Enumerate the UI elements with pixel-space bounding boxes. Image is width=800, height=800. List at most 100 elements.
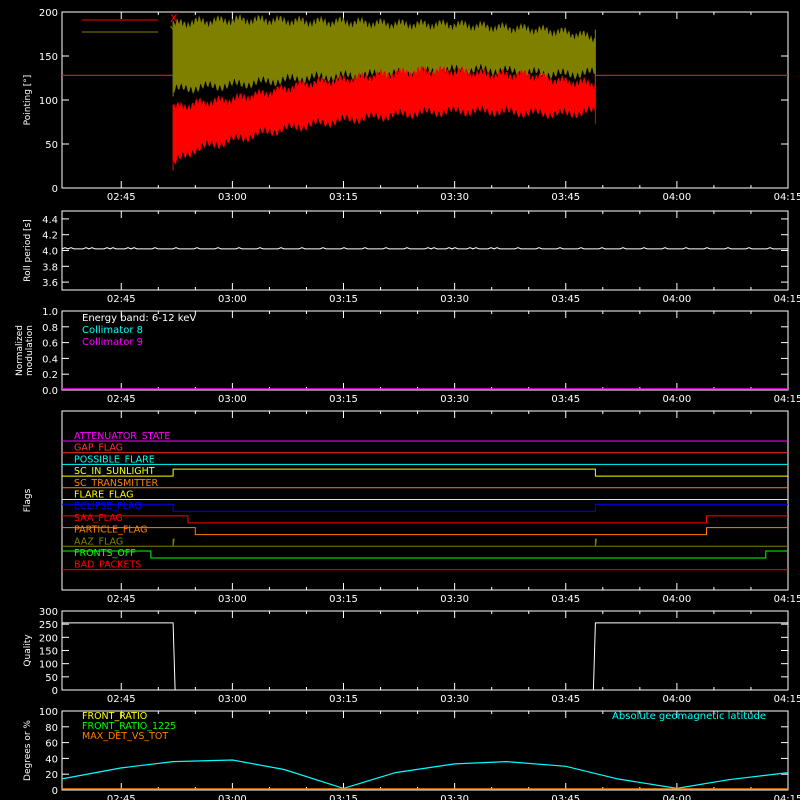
x-tick-label: 03:30 bbox=[440, 294, 469, 305]
y-tick-label: 0.4 bbox=[42, 354, 58, 365]
flag-line bbox=[62, 527, 788, 536]
y-tick-label: 80 bbox=[45, 723, 58, 734]
x-tick-label: 03:45 bbox=[551, 394, 580, 405]
x-tick-label: 03:45 bbox=[551, 794, 580, 800]
x-tick-label: 03:45 bbox=[551, 594, 580, 605]
x-tick-label: 02:45 bbox=[107, 192, 136, 203]
y-tick-label: 20 bbox=[45, 770, 58, 781]
y-tick-label: 0 bbox=[52, 786, 58, 797]
x-tick-label: 03:00 bbox=[218, 294, 247, 305]
x-tick-label: 02:45 bbox=[107, 794, 136, 800]
y-tick-label: 3.6 bbox=[42, 278, 58, 289]
x-tick-label: 03:15 bbox=[329, 694, 358, 705]
y-tick-label: 50 bbox=[45, 140, 58, 151]
quality-line bbox=[62, 622, 788, 691]
x-tick-label: 02:45 bbox=[107, 694, 136, 705]
x-tick-label: 02:45 bbox=[107, 394, 136, 405]
y-axis-label: Degrees or % bbox=[23, 720, 33, 781]
y-tick-label: 3.8 bbox=[42, 262, 58, 273]
panel-5-frame bbox=[61, 710, 789, 791]
y-tick-label: 0.8 bbox=[42, 323, 58, 334]
roll-period-line bbox=[61, 247, 788, 250]
x-tick-label: 04:15 bbox=[774, 192, 800, 203]
legend-ratio-label: MAX_DET_VS_TOT bbox=[82, 731, 168, 742]
x-tick-label: 03:00 bbox=[218, 594, 247, 605]
flag-label: POSSIBLE_FLARE bbox=[74, 454, 155, 465]
y-axis-label: Normalized bbox=[15, 325, 25, 376]
y-tick-label: 1.0 bbox=[42, 307, 58, 318]
legend-ratio-label: FRONT_RATIO_1225 bbox=[82, 721, 176, 732]
x-tick-label: 04:00 bbox=[662, 294, 691, 305]
y-tick-label: 200 bbox=[39, 633, 58, 644]
y-tick-label: 4.0 bbox=[42, 247, 58, 258]
y-tick-label: 0.2 bbox=[42, 370, 58, 381]
y-tick-label: 100 bbox=[39, 707, 58, 718]
legend-Y-label: Y bbox=[169, 24, 177, 37]
y-axis-label: Quality bbox=[23, 634, 33, 667]
x-tick-label: 04:15 bbox=[774, 794, 800, 800]
x-tick-label: 04:00 bbox=[662, 192, 691, 203]
y-axis-label: Roll period [s] bbox=[23, 219, 33, 281]
x-tick-label: 03:30 bbox=[440, 694, 469, 705]
panel-1-frame bbox=[61, 210, 789, 291]
panel-3-frame bbox=[61, 410, 789, 591]
x-tick-label: 04:00 bbox=[662, 594, 691, 605]
y-tick-label: 300 bbox=[39, 607, 58, 618]
y-axis-label: Flags bbox=[23, 488, 33, 512]
x-tick-label: 03:45 bbox=[551, 694, 580, 705]
y-tick-label: 100 bbox=[39, 96, 58, 107]
flag-line bbox=[62, 468, 788, 477]
flag-label: ECLIPSE_FLAG bbox=[74, 501, 142, 512]
flag-label: ATTENUATOR_STATE bbox=[74, 431, 170, 442]
x-tick-label: 03:30 bbox=[440, 794, 469, 800]
y-tick-label: 0 bbox=[52, 686, 58, 697]
flag-line bbox=[62, 515, 788, 524]
y-axis-label: Pointing [°] bbox=[23, 75, 33, 126]
y-tick-label: 150 bbox=[39, 647, 58, 658]
x-tick-label: 04:00 bbox=[662, 794, 691, 800]
y-tick-label: 4.2 bbox=[42, 231, 58, 242]
flag-line bbox=[62, 503, 788, 512]
flag-label: SC_TRANSMITTER bbox=[74, 478, 159, 489]
x-tick-label: 03:15 bbox=[329, 794, 358, 800]
x-tick-label: 03:45 bbox=[551, 294, 580, 305]
x-tick-label: 03:15 bbox=[329, 594, 358, 605]
flag-label: FRONTS_OFF bbox=[74, 548, 136, 559]
y-tick-label: 50 bbox=[45, 673, 58, 684]
x-tick-label: 02:45 bbox=[107, 294, 136, 305]
y-axis-label: modulation bbox=[25, 325, 35, 376]
x-tick-label: 03:00 bbox=[218, 192, 247, 203]
y-tick-label: 0 bbox=[52, 184, 58, 195]
x-tick-label: 04:00 bbox=[662, 694, 691, 705]
flag-label: GAP_FLAG bbox=[74, 443, 123, 454]
flag-label: SAA_FLAG bbox=[74, 513, 123, 524]
x-tick-label: 03:15 bbox=[329, 294, 358, 305]
x-tick-label: 03:00 bbox=[218, 794, 247, 800]
legend-collimator-label: Collimator 8 bbox=[82, 325, 143, 336]
flag-line bbox=[62, 538, 788, 547]
flag-label: PARTICLE_FLAG bbox=[74, 525, 147, 536]
x-tick-label: 02:45 bbox=[107, 594, 136, 605]
y-tick-label: 0.0 bbox=[42, 386, 58, 397]
x-tick-label: 03:30 bbox=[440, 192, 469, 203]
y-tick-label: 250 bbox=[39, 620, 58, 631]
flag-line bbox=[62, 550, 788, 559]
flag-label: BAD_PACKETS bbox=[74, 560, 141, 571]
y-tick-label: 4.4 bbox=[42, 215, 58, 226]
flag-label: AAZ_FLAG bbox=[74, 536, 123, 547]
panel-2-frame bbox=[61, 310, 789, 391]
x-tick-label: 04:15 bbox=[774, 594, 800, 605]
x-tick-label: 03:00 bbox=[218, 694, 247, 705]
x-tick-label: 04:00 bbox=[662, 394, 691, 405]
legend-X-label: X bbox=[170, 12, 178, 25]
x-tick-label: 04:15 bbox=[774, 694, 800, 705]
y-tick-label: 150 bbox=[39, 52, 58, 63]
y-tick-label: 60 bbox=[45, 739, 58, 750]
legend-collimator-label: Collimator 9 bbox=[82, 337, 143, 348]
energy-band-annotation: Energy band: 6-12 keV bbox=[82, 313, 196, 324]
y-tick-label: 0.6 bbox=[42, 339, 58, 350]
y-tick-label: 200 bbox=[39, 8, 58, 19]
y-tick-label: 100 bbox=[39, 660, 58, 671]
legend-latitude-label: Absolute geomagnetic latitude bbox=[612, 711, 766, 722]
